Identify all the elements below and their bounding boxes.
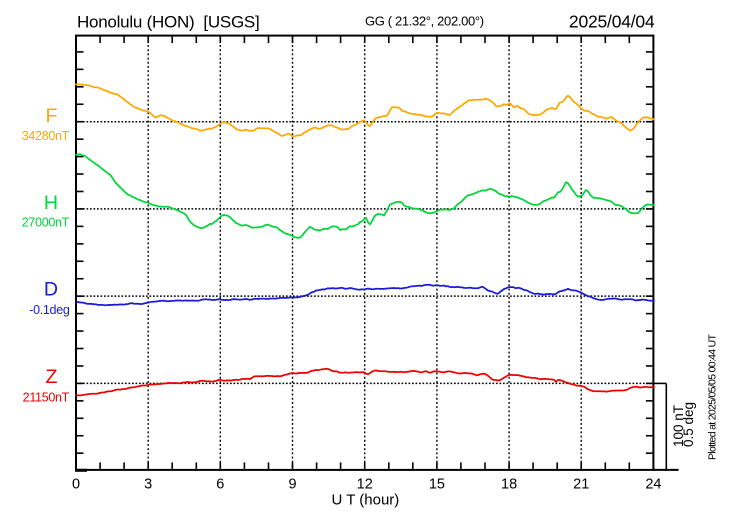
svg-text:0.5 deg: 0.5 deg bbox=[681, 402, 696, 447]
svg-text:3: 3 bbox=[144, 477, 152, 493]
svg-text:6: 6 bbox=[216, 477, 224, 493]
svg-text:34280nT: 34280nT bbox=[22, 129, 70, 143]
svg-text:GG ( 21.32°, 202.00°): GG ( 21.32°, 202.00°) bbox=[365, 13, 484, 28]
svg-text:100 nT: 100 nT bbox=[671, 405, 686, 447]
svg-text:24: 24 bbox=[645, 477, 661, 493]
svg-text:F: F bbox=[46, 105, 58, 127]
svg-text:U T (hour): U T (hour) bbox=[331, 492, 399, 509]
svg-text:18: 18 bbox=[501, 477, 517, 493]
svg-text:H: H bbox=[44, 192, 58, 214]
svg-text:Honolulu (HON) [USGS]: Honolulu (HON) [USGS] bbox=[77, 12, 260, 31]
svg-text:-0.1deg: -0.1deg bbox=[29, 303, 70, 317]
svg-text:Z: Z bbox=[46, 366, 58, 388]
svg-text:Plotted at 2025/05/05 00:44 UT: Plotted at 2025/05/05 00:44 UT bbox=[707, 333, 719, 460]
svg-text:D: D bbox=[44, 279, 58, 301]
svg-text:12: 12 bbox=[357, 477, 373, 493]
svg-text:2025/04/04: 2025/04/04 bbox=[569, 11, 655, 31]
svg-text:9: 9 bbox=[288, 477, 296, 493]
svg-text:21: 21 bbox=[573, 477, 589, 493]
svg-text:15: 15 bbox=[429, 477, 445, 493]
svg-text:27000nT: 27000nT bbox=[22, 216, 70, 230]
svg-text:0: 0 bbox=[72, 477, 80, 493]
svg-text:21150nT: 21150nT bbox=[23, 391, 70, 405]
